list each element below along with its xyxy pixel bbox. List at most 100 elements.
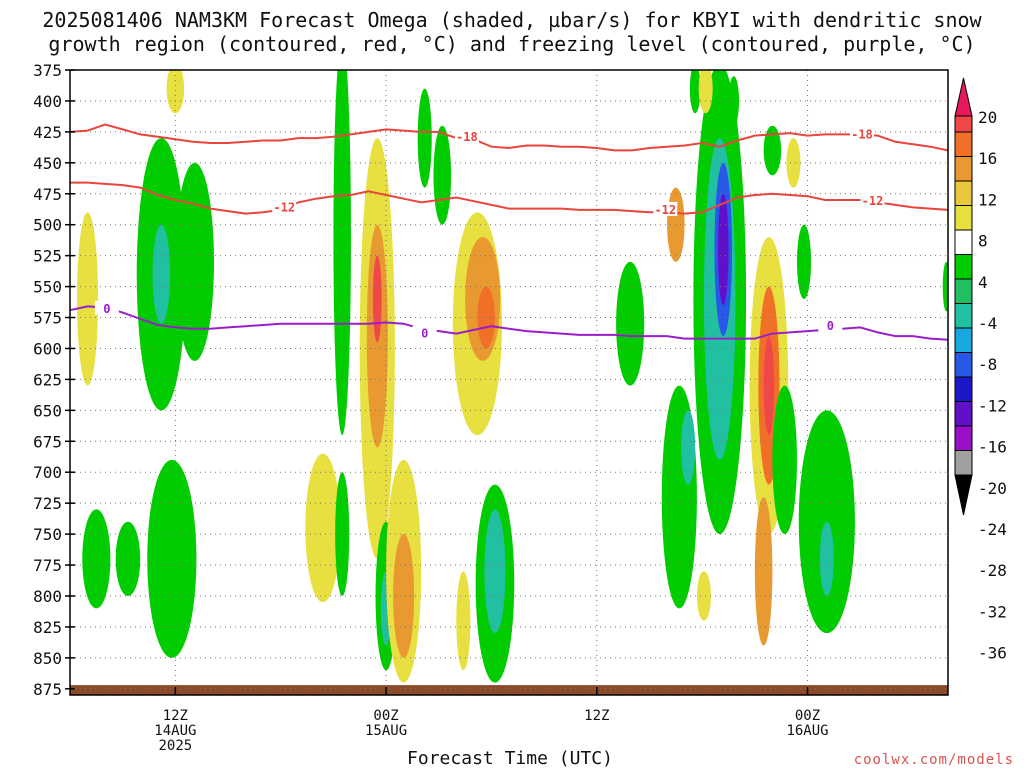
contour-label-bg-4 — [860, 193, 885, 208]
contour-label-bg-1 — [849, 126, 874, 141]
y-axis-ticks: 375 400 425 450 475 500 525 550 575 600 625 650 675 7… — [33, 61, 75, 699]
colorbar-band-15 — [954, 450, 973, 476]
colorbar-label-6: -8 — [978, 355, 997, 374]
x-tick-label-48-1: 16AUG — [786, 723, 828, 739]
y-tick-label-800: 800 — [33, 587, 62, 606]
colorbar-label-4: 4 — [978, 273, 988, 292]
colorbar-label-9: -20 — [978, 479, 1007, 498]
gridlines — [70, 70, 948, 695]
omega-blob-6 — [147, 459, 197, 658]
contour-label-bg-2 — [272, 199, 297, 214]
y-tick-label-875: 875 — [33, 680, 62, 699]
colorbar-label-7: -12 — [978, 396, 1007, 415]
colorbar: 20 16 12 8 4 -4 -8 -12 -16 -20 -24 -28 -32 -36 — [954, 77, 1007, 663]
contour-label-bg-6 — [412, 325, 437, 340]
colorbar-band-2 — [954, 131, 973, 157]
colorbar-band-1 — [954, 115, 973, 133]
contour-label-3: -12 — [654, 203, 676, 217]
omega-blob-10 — [335, 472, 350, 596]
omega-blob-46 — [763, 125, 782, 176]
y-tick-label-525: 525 — [33, 247, 62, 266]
colorbar-label-10: -24 — [978, 520, 1007, 539]
omega-blob-9 — [333, 70, 351, 436]
omega-blob-25 — [456, 571, 471, 671]
contour-label-7: 0 — [827, 319, 834, 333]
colorbar-band-3 — [954, 156, 973, 182]
y-tick-label-825: 825 — [33, 618, 62, 637]
omega-blob-5 — [175, 162, 214, 361]
omega-blob-31 — [696, 571, 711, 621]
omega-blob-2 — [115, 521, 141, 596]
y-tick-label-725: 725 — [33, 494, 62, 513]
colorbar-label-1: 16 — [978, 149, 997, 168]
y-tick-label-450: 450 — [33, 154, 62, 173]
omega-blob-0 — [77, 212, 99, 386]
x-tick-label-12-0: 12Z — [163, 708, 188, 724]
x-tick-label-24-0: 00Z — [373, 708, 398, 724]
y-tick-label-400: 400 — [33, 92, 62, 111]
contour-label-2: -12 — [273, 200, 295, 214]
omega-blob-36 — [698, 70, 713, 114]
contour-labels: -18 -18 -12 -12 -12 0 0 0 — [94, 126, 885, 341]
y-tick-label-775: 775 — [33, 556, 62, 575]
colorbar-band-11 — [954, 352, 973, 378]
omega-blob-40 — [763, 336, 775, 436]
omega-blob-42 — [772, 385, 797, 535]
chart-title-line-2: growth region (contoured, red, °C) and f… — [48, 32, 975, 56]
x-tick-label-12-1: 14AUG — [154, 723, 196, 739]
x-tick-label-12-2: 2025 — [159, 738, 193, 754]
omega-blob-37 — [728, 76, 740, 126]
y-tick-label-550: 550 — [33, 278, 62, 297]
y-tick-label-600: 600 — [33, 339, 62, 358]
x-tick-label-24-1: 15AUG — [365, 723, 407, 739]
terrain-band — [70, 685, 948, 695]
colorbar-label-0: 20 — [978, 108, 997, 127]
colorbar-band-12 — [954, 376, 973, 402]
y-tick-label-375: 375 — [33, 61, 62, 80]
omega-blob-35 — [717, 193, 729, 306]
colorbar-band-5 — [954, 205, 973, 231]
y-tick-label-750: 750 — [33, 525, 62, 544]
x-axis-label: Forecast Time (UTC) — [407, 748, 613, 768]
colorbar-band-7 — [954, 254, 973, 280]
colorbar-band-4 — [954, 180, 973, 206]
omega-blob-44 — [819, 521, 834, 596]
omega-blob-47 — [796, 224, 812, 299]
omega-blob-4 — [152, 224, 171, 324]
colorbar-band-0 — [954, 77, 973, 117]
colorbar-band-13 — [954, 401, 973, 427]
y-tick-label-500: 500 — [33, 216, 62, 235]
contour-label-bg-5 — [94, 300, 119, 315]
contour-label-bg-3 — [653, 201, 678, 216]
omega-blob-7 — [166, 70, 185, 114]
omega-blob-17 — [393, 534, 415, 658]
omega-blob-41 — [754, 496, 773, 646]
omega-blob-18 — [417, 88, 432, 188]
colorbar-label-12: -32 — [978, 602, 1007, 621]
colorbar-label-3: 8 — [978, 232, 988, 251]
y-tick-label-625: 625 — [33, 370, 62, 389]
omega-blob-53 — [955, 608, 966, 633]
contour-label-5: 0 — [103, 302, 110, 316]
y-tick-label-650: 650 — [33, 401, 62, 420]
omega-blob-29 — [681, 410, 696, 485]
omega-blob-22 — [477, 286, 495, 349]
colorbar-label-11: -28 — [978, 561, 1007, 580]
chart-title-line-1: 2025081406 NAM3KM Forecast Omega (shaded… — [42, 8, 982, 32]
y-tick-label-850: 850 — [33, 649, 62, 668]
omega-blob-30 — [689, 70, 701, 114]
colorbar-band-8 — [954, 278, 973, 304]
colorbar-band-6 — [954, 229, 973, 255]
colorbar-label-8: -16 — [978, 438, 1007, 457]
contour-label-1: -18 — [851, 127, 873, 141]
contour-label-bg-0 — [454, 128, 479, 143]
colorbar-label-13: -36 — [978, 644, 1007, 663]
y-tick-label-575: 575 — [33, 309, 62, 328]
colorbar-label-2: 12 — [978, 190, 997, 209]
contour-line-red-1 — [70, 181, 948, 215]
y-tick-label-700: 700 — [33, 463, 62, 482]
omega-blob-8 — [305, 453, 341, 603]
omega-blob-19 — [433, 125, 452, 225]
